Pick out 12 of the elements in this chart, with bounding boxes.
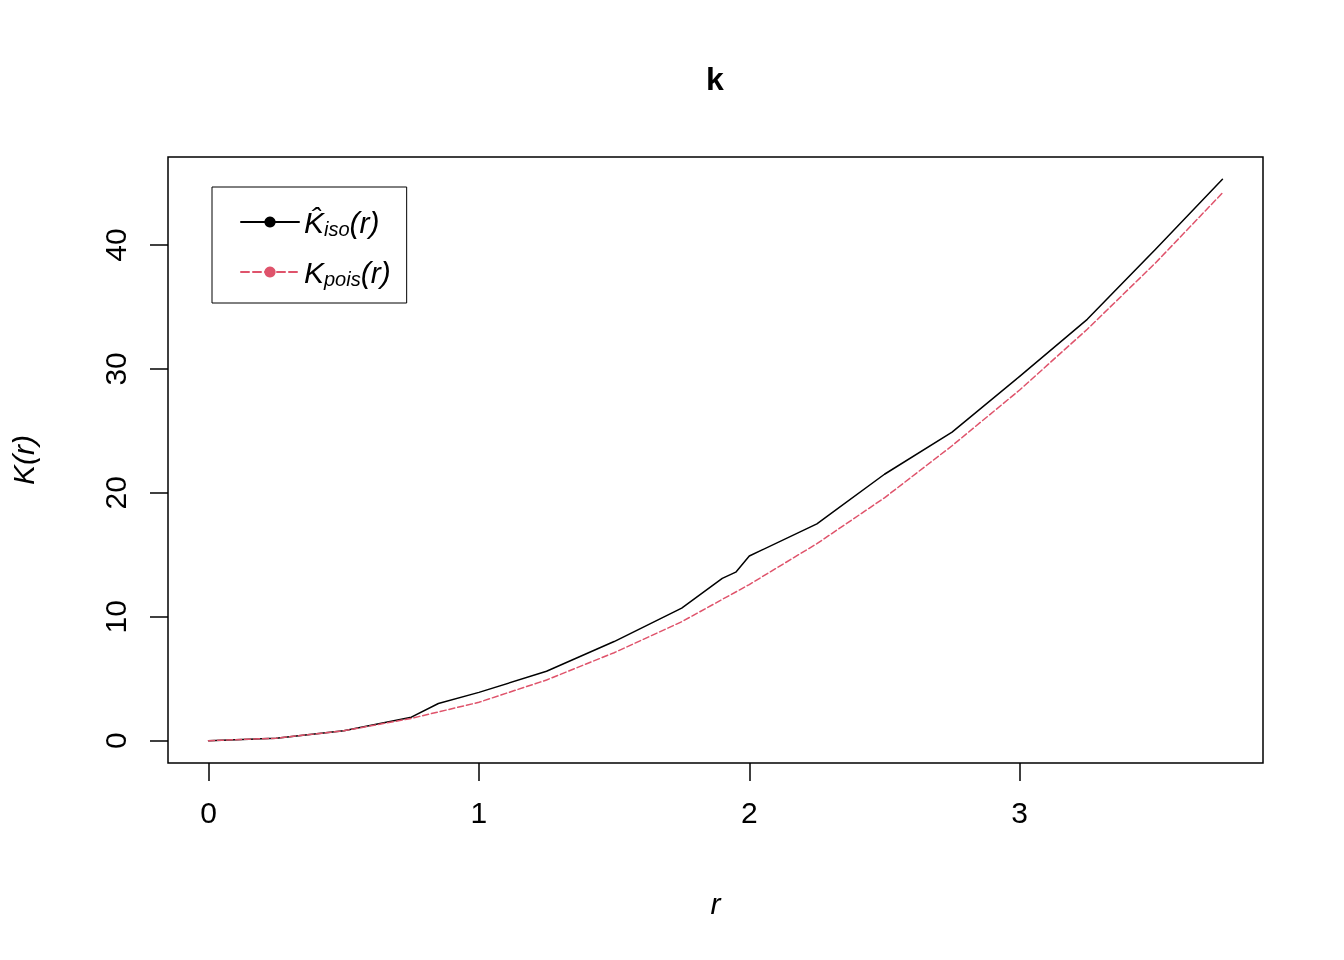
x-tick-label: 0 <box>200 795 217 829</box>
x-tick-label: 2 <box>740 795 758 829</box>
x-axis-title: r <box>710 886 722 920</box>
y-tick-label: 20 <box>98 476 132 510</box>
y-tick-label: 30 <box>98 352 132 386</box>
chart-title: k <box>706 61 725 97</box>
x-tick-label: 1 <box>470 795 488 829</box>
y-tick-label: 0 <box>98 732 132 750</box>
y-tick-label: 40 <box>98 228 132 262</box>
y-tick-label: 10 <box>98 600 132 634</box>
x-tick-label: 3 <box>1011 795 1029 829</box>
y-axis-title: K(r) <box>6 435 40 485</box>
